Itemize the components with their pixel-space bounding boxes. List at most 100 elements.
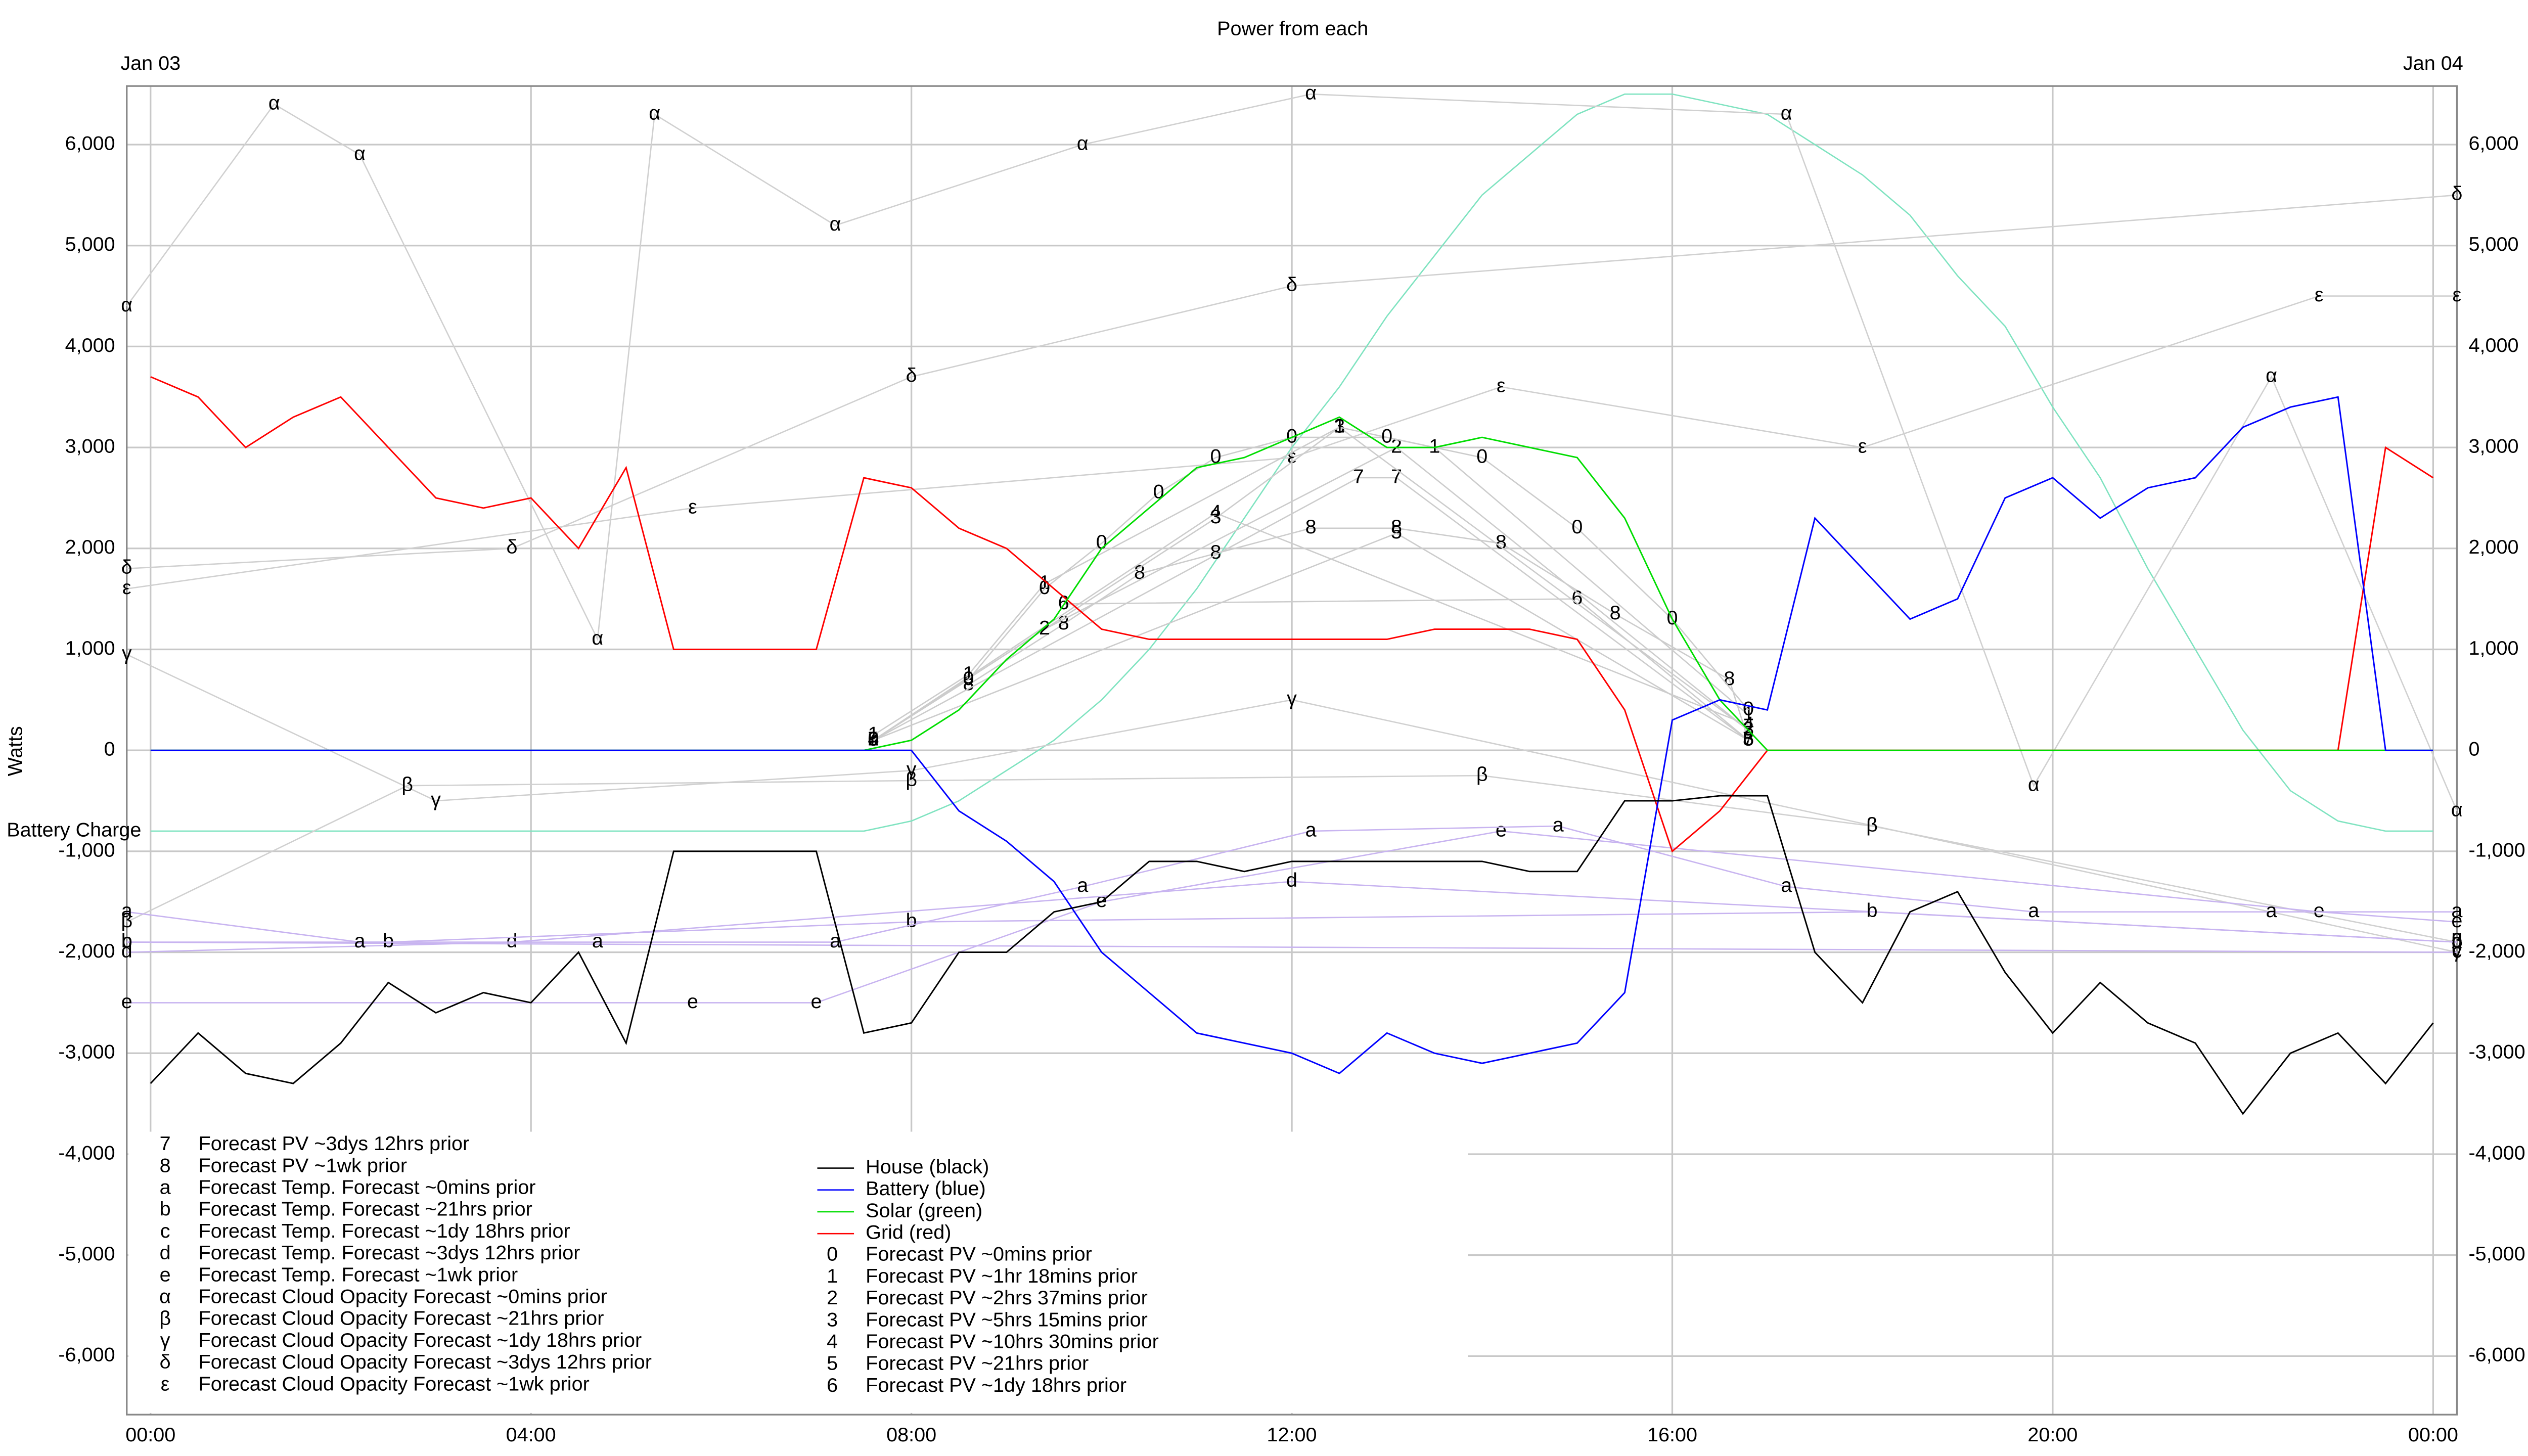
y2-tick-label: 5,000 bbox=[2468, 233, 2518, 255]
legend-marker: 6 bbox=[827, 1374, 838, 1396]
forecast-marker: 5 bbox=[1391, 521, 1402, 543]
forecast-marker: 8 bbox=[1724, 667, 1735, 690]
forecast-marker: b bbox=[2451, 930, 2462, 952]
forecast-marker: 8 bbox=[1305, 516, 1317, 538]
forecast-marker: 8 bbox=[963, 672, 974, 695]
forecast-marker: ε bbox=[2315, 284, 2324, 306]
forecast-marker: 0 bbox=[1210, 445, 1222, 468]
y-tick-label: 2,000 bbox=[65, 536, 115, 558]
forecast-marker: c bbox=[122, 930, 132, 952]
x-tick-label: 08:00 bbox=[886, 1424, 936, 1446]
forecast-marker: γ bbox=[2452, 940, 2462, 962]
forecast-line bbox=[126, 93, 2458, 811]
forecast-marker: a bbox=[2451, 899, 2462, 922]
x-tick-label: 12:00 bbox=[1267, 1424, 1317, 1446]
forecast-marker: a bbox=[2266, 899, 2277, 922]
x-tick-label: 16:00 bbox=[1647, 1424, 1697, 1446]
forecast-marker: 3 bbox=[1334, 415, 1345, 437]
legend-label: Grid (red) bbox=[866, 1221, 951, 1244]
legend-marker: 7 bbox=[160, 1132, 171, 1155]
forecast-marker: α bbox=[649, 102, 660, 124]
y-tick-label: 1,000 bbox=[65, 637, 115, 659]
forecast-marker: ε bbox=[122, 576, 131, 599]
forecast-marker: b bbox=[906, 909, 917, 932]
legend-label: Forecast PV ~1dy 18hrs prior bbox=[866, 1374, 1126, 1396]
forecast-marker: 1 bbox=[1334, 415, 1345, 437]
battery-charge-label: Battery Charge bbox=[7, 818, 141, 841]
forecast-marker: 7 bbox=[1391, 466, 1402, 488]
forecast-marker: 1 bbox=[1743, 703, 1754, 725]
legend-label: Forecast PV ~5hrs 15mins prior bbox=[866, 1308, 1148, 1331]
legend-label: Forecast Cloud Opacity Forecast ~3dys 12… bbox=[199, 1351, 652, 1373]
forecast-marker: α bbox=[592, 627, 603, 649]
forecast-line bbox=[126, 941, 2457, 953]
forecast-marker: β bbox=[1476, 763, 1488, 786]
legend-label: Forecast PV ~1wk prior bbox=[199, 1154, 407, 1176]
forecast-marker: a bbox=[354, 930, 366, 952]
forecast-marker: ε bbox=[2453, 284, 2462, 306]
legend-label: Forecast PV ~3dys 12hrs prior bbox=[199, 1132, 470, 1155]
forecast-marker: e bbox=[2451, 909, 2462, 932]
y-tick-label: 6,000 bbox=[65, 132, 115, 155]
forecast-marker: δ bbox=[2451, 183, 2462, 205]
forecast-marker: e bbox=[1096, 889, 1107, 912]
plot-frame bbox=[126, 85, 2458, 1416]
y2-tick-label: 4,000 bbox=[2468, 334, 2518, 356]
forecast-marker: 7 bbox=[1353, 466, 1364, 488]
y2-tick-label: -5,000 bbox=[2468, 1243, 2525, 1265]
forecast-marker: 0 bbox=[1039, 576, 1050, 599]
legend-label: Battery (blue) bbox=[866, 1177, 986, 1200]
forecast-marker: 3 bbox=[1743, 718, 1754, 740]
y-tick-label: 0 bbox=[104, 738, 115, 760]
x-tick-label: 20:00 bbox=[2027, 1424, 2078, 1446]
forecast-marker: d bbox=[507, 930, 518, 952]
y-tick-label: 4,000 bbox=[65, 334, 115, 356]
y2-tick-label: 2,000 bbox=[2468, 536, 2518, 558]
forecast-marker: d bbox=[2451, 930, 2462, 952]
battery-charge-line bbox=[150, 93, 2433, 832]
forecast-marker: α bbox=[2451, 799, 2463, 821]
legend-marker: 1 bbox=[827, 1265, 838, 1287]
forecast-marker: α bbox=[1077, 132, 1089, 155]
forecast-marker: δ bbox=[121, 556, 132, 578]
forecast-marker: 0 bbox=[1381, 425, 1392, 447]
forecast-marker: α bbox=[2028, 774, 2040, 796]
forecast-marker: 0 bbox=[868, 728, 879, 750]
y-tick-label: -5,000 bbox=[58, 1243, 115, 1265]
forecast-marker: e bbox=[2314, 899, 2325, 922]
legend-marker: β bbox=[159, 1307, 171, 1330]
legend-label: Solar (green) bbox=[866, 1199, 982, 1221]
y2-tick-label: -6,000 bbox=[2468, 1344, 2525, 1366]
y2-tick-label: 1,000 bbox=[2468, 637, 2518, 659]
forecast-marker: α bbox=[121, 294, 132, 316]
legend-marker: γ bbox=[160, 1329, 170, 1351]
forecast-marker: δ bbox=[507, 536, 518, 558]
forecast-line bbox=[126, 775, 2457, 943]
forecast-line bbox=[1063, 598, 1749, 741]
forecast-marker: β bbox=[2451, 930, 2463, 952]
forecast-marker: 8 bbox=[1496, 531, 1507, 553]
forecast-line bbox=[873, 477, 1749, 741]
forecast-marker: b bbox=[1867, 899, 1878, 922]
legend-marker: 3 bbox=[827, 1308, 838, 1331]
forecast-marker: 6 bbox=[1571, 586, 1583, 609]
forecast-marker: α bbox=[354, 142, 366, 164]
series-line bbox=[150, 396, 2433, 1074]
y2-tick-label: -2,000 bbox=[2468, 940, 2525, 962]
y-tick-label: -3,000 bbox=[58, 1041, 115, 1063]
y-tick-label: -2,000 bbox=[58, 940, 115, 962]
forecast-marker: b bbox=[383, 930, 394, 952]
legend-label: Forecast Temp. Forecast ~0mins prior bbox=[199, 1176, 536, 1199]
forecast-marker: a bbox=[1077, 874, 1088, 896]
forecast-marker: α bbox=[1305, 82, 1317, 104]
legend-marker: α bbox=[159, 1286, 171, 1308]
forecast-marker: 1 bbox=[1039, 571, 1050, 594]
forecast-marker: β bbox=[121, 909, 132, 932]
legend-marker: 4 bbox=[827, 1331, 838, 1353]
forecast-marker: a bbox=[2028, 899, 2039, 922]
x-tick-label: 00:00 bbox=[2408, 1424, 2458, 1446]
forecast-line bbox=[126, 825, 2457, 943]
forecast-marker: d bbox=[121, 940, 132, 962]
forecast-marker: c bbox=[2452, 940, 2462, 962]
forecast-marker: 8 bbox=[1391, 516, 1402, 538]
